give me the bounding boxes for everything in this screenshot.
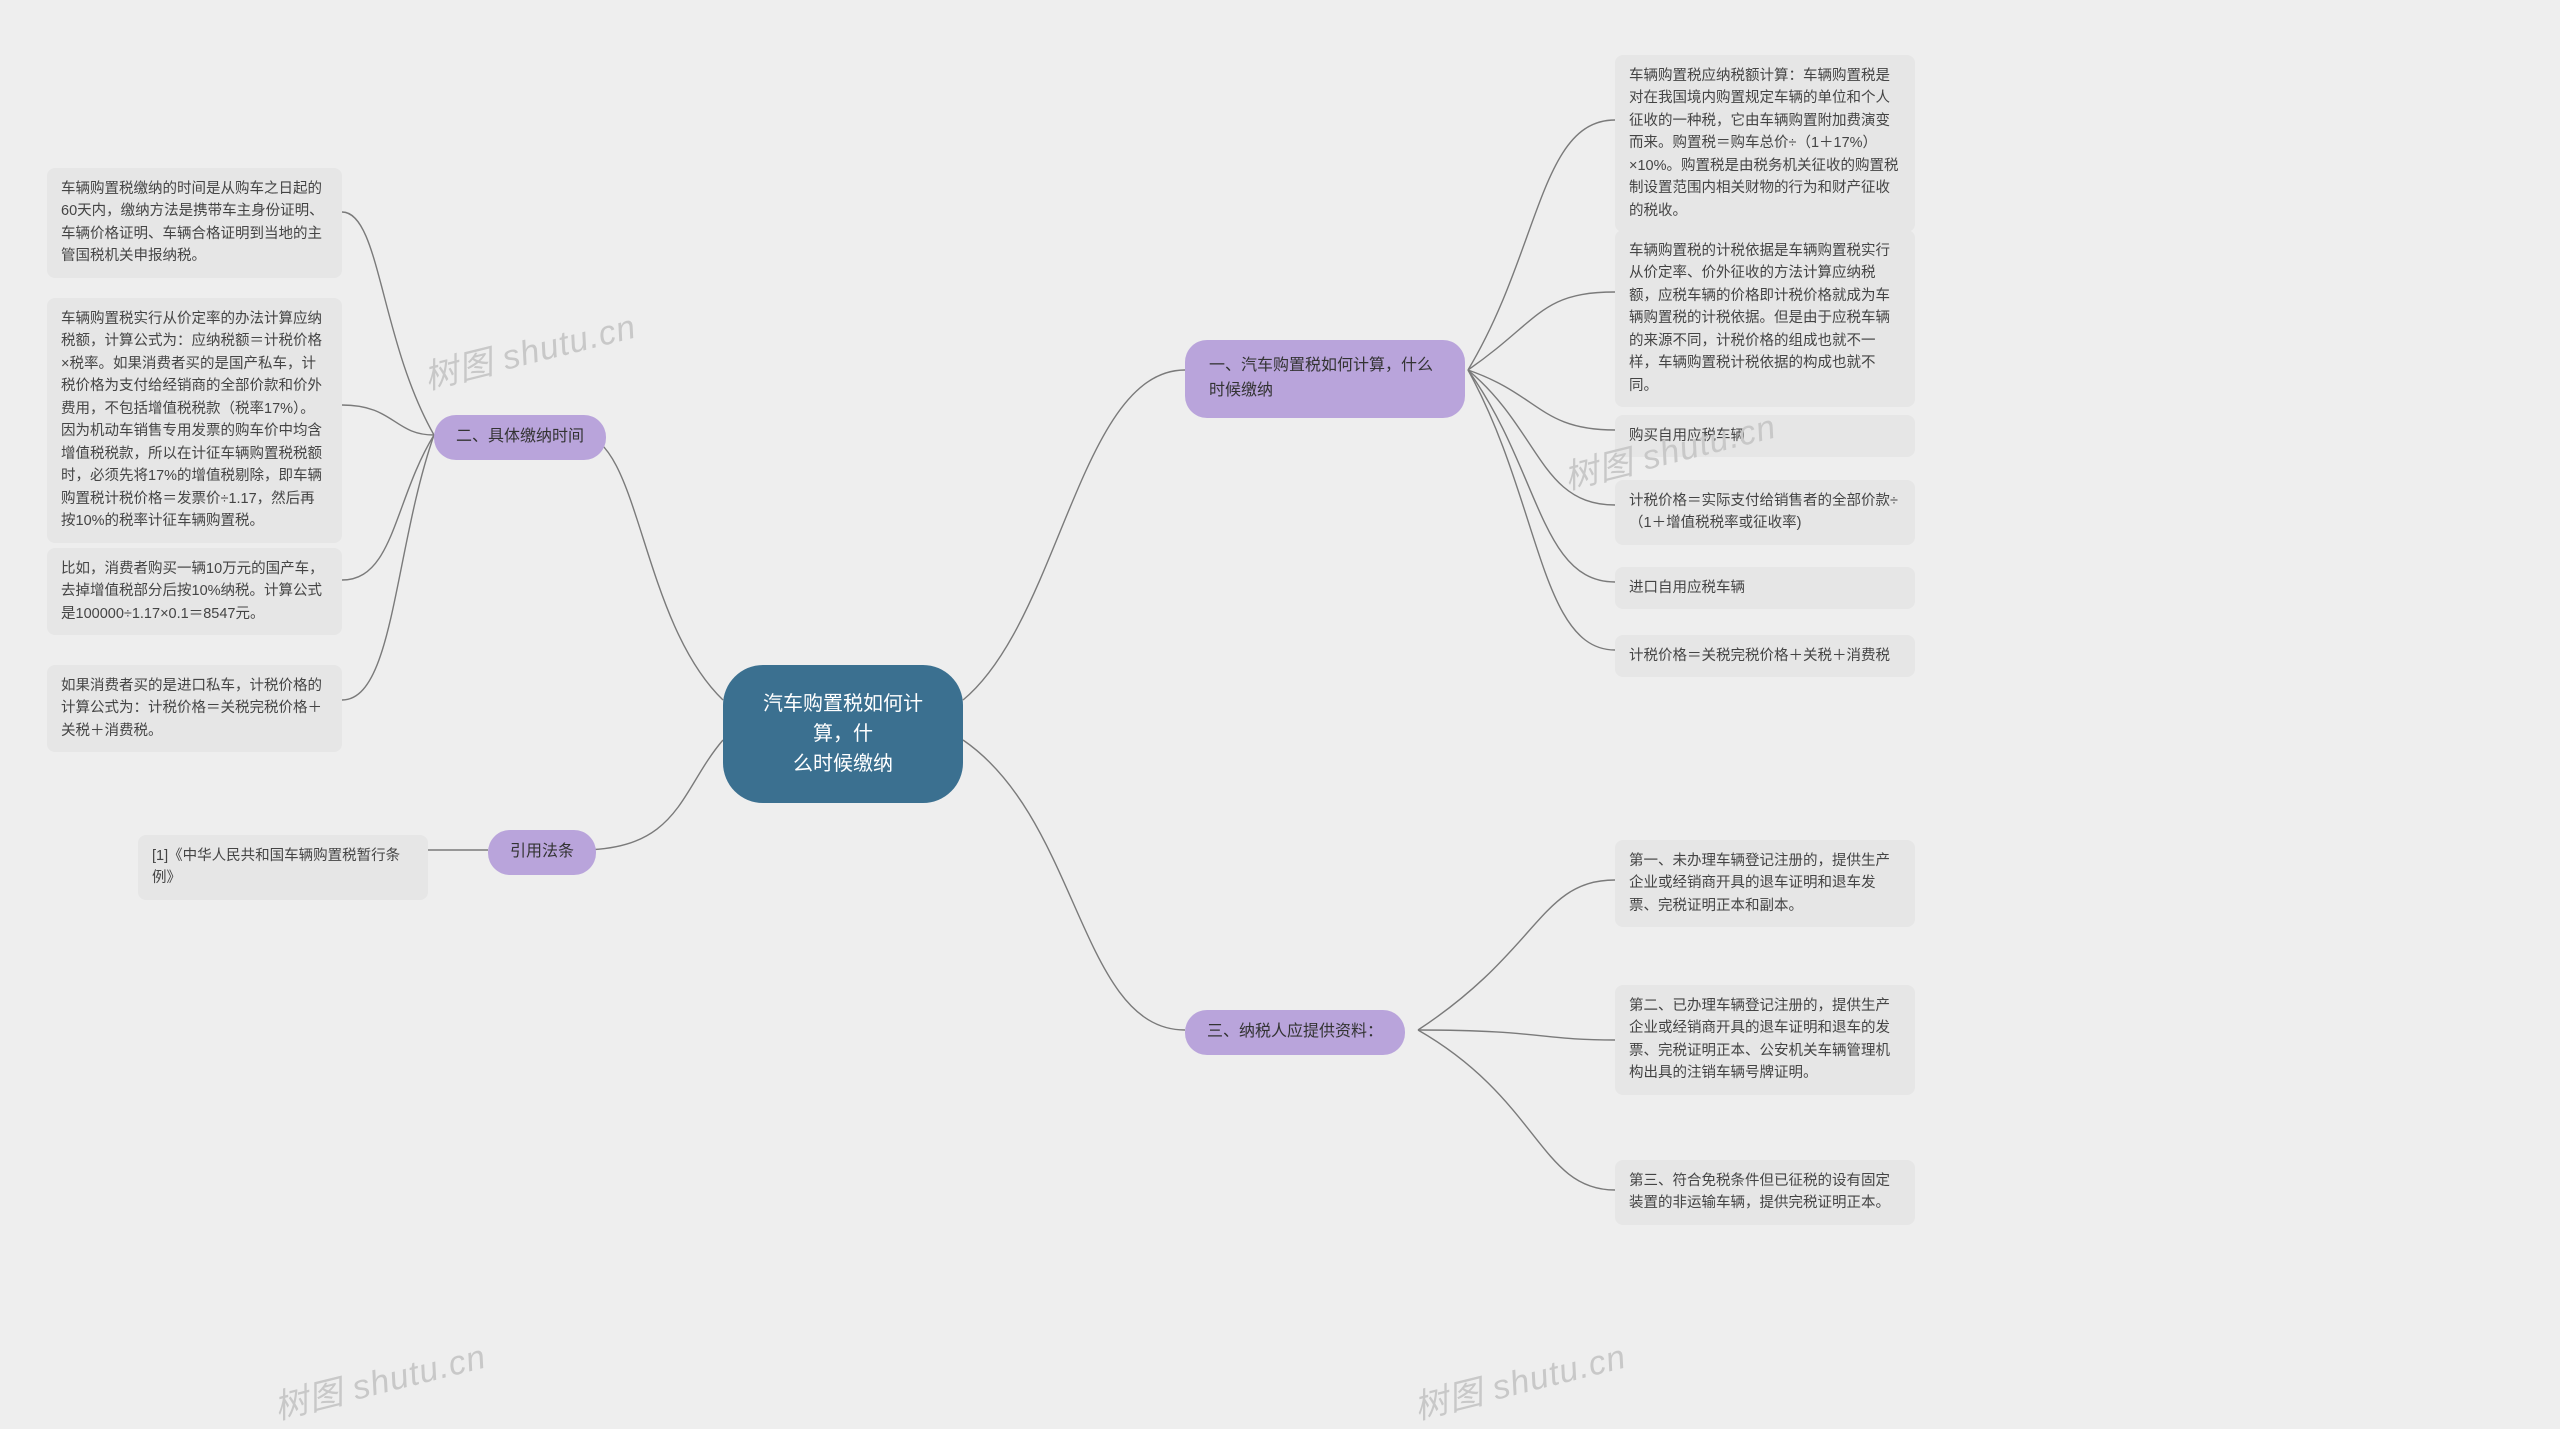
- center-node[interactable]: 汽车购置税如何计算，什么时候缴纳: [723, 665, 963, 803]
- leaf-r2a[interactable]: 第一、未办理车辆登记注册的，提供生产企业或经销商开具的退车证明和退车发票、完税证…: [1615, 840, 1915, 927]
- center-text: 汽车购置税如何计算，什么时候缴纳: [763, 693, 923, 775]
- leaf-r1c[interactable]: 购买自用应税车辆: [1615, 415, 1915, 457]
- leaf-r1d[interactable]: 计税价格＝实际支付给销售者的全部价款÷（1＋增值税税率或征收率): [1615, 480, 1915, 545]
- branch-label: 引用法条: [510, 843, 574, 860]
- leaf-r2b[interactable]: 第二、已办理车辆登记注册的，提供生产企业或经销商开具的退车证明和退车的发票、完税…: [1615, 985, 1915, 1095]
- branch-left-1[interactable]: 二、具体缴纳时间: [434, 415, 606, 460]
- branch-label: 三、纳税人应提供资料：: [1207, 1023, 1383, 1040]
- branch-right-1[interactable]: 一、汽车购置税如何计算，什么时候缴纳: [1185, 340, 1465, 418]
- branch-left-2[interactable]: 引用法条: [488, 830, 596, 875]
- watermark: 树图 shutu.cn: [1408, 1329, 1630, 1429]
- leaf-r1e[interactable]: 进口自用应税车辆: [1615, 567, 1915, 609]
- branch-label: 二、具体缴纳时间: [456, 428, 584, 445]
- leaf-r1b[interactable]: 车辆购置税的计税依据是车辆购置税实行从价定率、价外征收的方法计算应纳税额，应税车…: [1615, 230, 1915, 407]
- leaf-l2a[interactable]: [1]《中华人民共和国车辆购置税暂行条例》: [138, 835, 428, 900]
- watermark: 树图 shutu.cn: [418, 299, 640, 399]
- watermark: 树图 shutu.cn: [268, 1329, 490, 1429]
- leaf-l1a[interactable]: 车辆购置税缴纳的时间是从购车之日起的60天内，缴纳方法是携带车主身份证明、车辆价…: [47, 168, 342, 278]
- branch-right-2[interactable]: 三、纳税人应提供资料：: [1185, 1010, 1405, 1055]
- branch-label: 一、汽车购置税如何计算，什么时候缴纳: [1209, 357, 1433, 399]
- leaf-l1d[interactable]: 如果消费者买的是进口私车，计税价格的计算公式为：计税价格＝关税完税价格＋关税＋消…: [47, 665, 342, 752]
- leaf-l1b[interactable]: 车辆购置税实行从价定率的办法计算应纳税额，计算公式为：应纳税额＝计税价格×税率。…: [47, 298, 342, 543]
- leaf-r2c[interactable]: 第三、符合免税条件但已征税的设有固定装置的非运输车辆，提供完税证明正本。: [1615, 1160, 1915, 1225]
- leaf-r1f[interactable]: 计税价格＝关税完税价格＋关税＋消费税: [1615, 635, 1915, 677]
- connector-lines: [0, 0, 2560, 1427]
- leaf-l1c[interactable]: 比如，消费者购买一辆10万元的国产车，去掉增值税部分后按10%纳税。计算公式是1…: [47, 548, 342, 635]
- leaf-r1a[interactable]: 车辆购置税应纳税额计算：车辆购置税是对在我国境内购置规定车辆的单位和个人征收的一…: [1615, 55, 1915, 232]
